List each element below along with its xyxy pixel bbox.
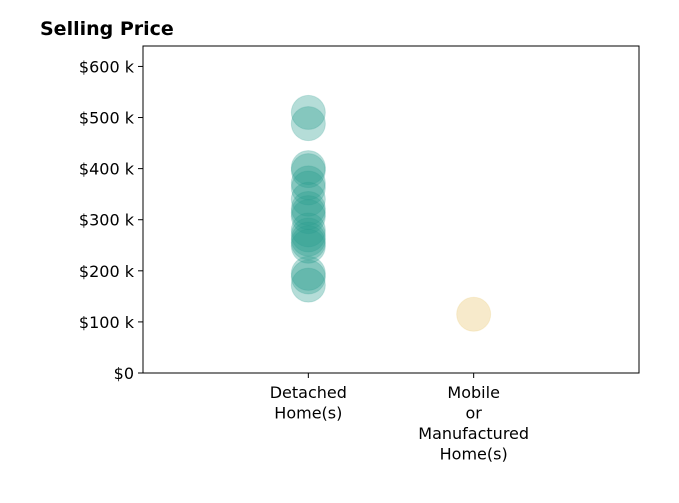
data-point: [290, 228, 326, 264]
data-point: [290, 199, 326, 235]
data-point: [290, 165, 326, 201]
data-point: [290, 225, 326, 261]
data-point: [290, 217, 326, 253]
y-tick-label: $300 k: [79, 211, 135, 230]
y-tick-label: $500 k: [79, 109, 135, 128]
y-tick-label: $400 k: [79, 160, 135, 179]
data-point: [290, 190, 326, 226]
data-point: [290, 170, 326, 206]
data-point: [290, 150, 326, 186]
y-tick-label: $100 k: [79, 313, 135, 332]
y-tick-label: $200 k: [79, 262, 135, 281]
y-tick-label: $600 k: [79, 57, 135, 76]
data-point: [290, 106, 326, 142]
data-point: [290, 255, 326, 291]
x-axis: Detached Home(s) Mobile or Manufactured Home(…: [270, 373, 529, 464]
data-point: [290, 267, 326, 303]
data-point: [290, 221, 326, 257]
y-axis: $0 $100 k $200 k $300 k $400 k $500 k $600 k: [79, 57, 143, 383]
points-layer: [290, 94, 492, 332]
data-point: [290, 212, 326, 248]
plot-frame: [142, 45, 640, 374]
data-point: [290, 195, 326, 231]
x-tick-label: Detached Home(s): [270, 383, 347, 423]
data-point: [290, 153, 326, 189]
data-point: [456, 296, 492, 332]
data-point: [290, 94, 326, 130]
x-tick-label: Mobile or Manufactured Home(s): [418, 383, 529, 464]
chart-title: Selling Price: [40, 18, 174, 40]
data-point: [290, 181, 326, 217]
data-point: [290, 259, 326, 295]
y-tick-label: $0: [114, 364, 134, 383]
